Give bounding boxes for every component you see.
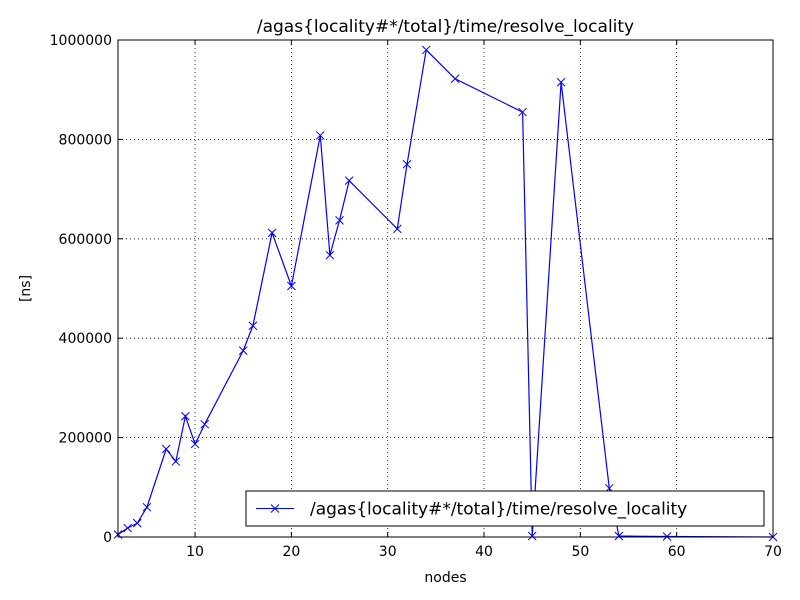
data-point-marker xyxy=(344,176,354,186)
data-point-marker xyxy=(190,439,200,449)
x-tick-label: 50 xyxy=(571,544,589,560)
data-point-marker xyxy=(614,531,624,541)
y-tick-label: 1000000 xyxy=(50,33,112,49)
y-tick-label: 200000 xyxy=(59,431,112,447)
marker-stroke xyxy=(518,107,527,117)
data-point-marker xyxy=(335,216,344,225)
data-point-marker xyxy=(238,346,248,355)
y-axis-label: [ns] xyxy=(18,275,34,302)
axes-frame xyxy=(117,39,774,538)
data-point-marker xyxy=(450,74,460,84)
plot-area xyxy=(113,45,778,542)
marker-stroke xyxy=(527,531,537,541)
marker-stroke xyxy=(402,159,412,169)
legend-marker-x xyxy=(270,504,280,513)
data-point-marker xyxy=(142,502,152,512)
data-point-marker xyxy=(315,131,325,140)
marker-stroke xyxy=(181,411,190,421)
marker-stroke xyxy=(161,444,171,454)
marker-stroke xyxy=(325,250,335,260)
axis-ticks xyxy=(118,39,774,538)
data-point-marker xyxy=(161,444,171,454)
marker-stroke xyxy=(421,45,431,55)
data-point-marker xyxy=(123,523,132,533)
x-tick-label: 40 xyxy=(475,544,493,560)
marker-stroke xyxy=(344,176,354,186)
data-point-marker xyxy=(181,411,190,421)
marker-stroke xyxy=(267,228,277,238)
marker-stroke xyxy=(200,419,210,429)
x-tick-label: 30 xyxy=(379,544,397,560)
marker-stroke xyxy=(190,439,200,449)
x-tick-label: 10 xyxy=(186,544,204,560)
marker-stroke xyxy=(315,131,325,140)
y-tick-label: 400000 xyxy=(59,331,112,347)
marker-stroke xyxy=(335,216,344,225)
x-tick-label: 60 xyxy=(668,544,686,560)
marker-stroke xyxy=(142,502,152,512)
data-point-marker xyxy=(132,518,142,528)
data-point-marker xyxy=(527,531,537,541)
data-point-marker xyxy=(171,457,181,466)
data-point-marker xyxy=(325,250,335,260)
legend-entry-label: /agas{locality#*/total}/time/resolve_loc… xyxy=(310,500,687,520)
legend: /agas{locality#*/total}/time/resolve_loc… xyxy=(245,490,765,527)
x-tick-label: 20 xyxy=(282,544,300,560)
data-point-marker xyxy=(267,228,277,238)
data-point-marker xyxy=(421,45,431,55)
marker-stroke xyxy=(238,346,248,355)
series-line xyxy=(117,48,774,538)
data-point-marker xyxy=(402,159,412,169)
legend-marker-stroke xyxy=(270,504,280,513)
data-point-marker xyxy=(518,107,527,117)
marker-stroke xyxy=(171,457,181,466)
marker-stroke xyxy=(614,531,624,541)
marker-stroke xyxy=(132,518,142,528)
y-tick-label: 0 xyxy=(103,530,112,546)
y-tick-label: 600000 xyxy=(59,232,112,248)
marker-stroke xyxy=(248,321,258,331)
data-point-marker xyxy=(200,419,210,429)
data-point-marker xyxy=(287,281,296,291)
legend-box xyxy=(245,490,765,527)
x-axis-label: nodes xyxy=(424,570,466,586)
marker-stroke xyxy=(392,224,402,234)
tick-labels: 10 20 30 40 50 60 70 0 200000 400000 600000 800000 1… xyxy=(50,33,782,560)
y-tick-label: 800000 xyxy=(59,132,112,148)
chart-title: /agas{locality#*/total}/time/resolve_loc… xyxy=(257,17,634,37)
marker-stroke xyxy=(123,523,132,533)
marker-stroke xyxy=(270,504,280,513)
marker-stroke xyxy=(450,74,460,84)
data-point-marker xyxy=(556,77,566,87)
data-point-marker xyxy=(392,224,402,234)
data-point-marker xyxy=(248,321,258,331)
x-tick-label: 70 xyxy=(764,544,782,560)
marker-stroke xyxy=(556,77,566,87)
marker-stroke xyxy=(287,281,296,291)
